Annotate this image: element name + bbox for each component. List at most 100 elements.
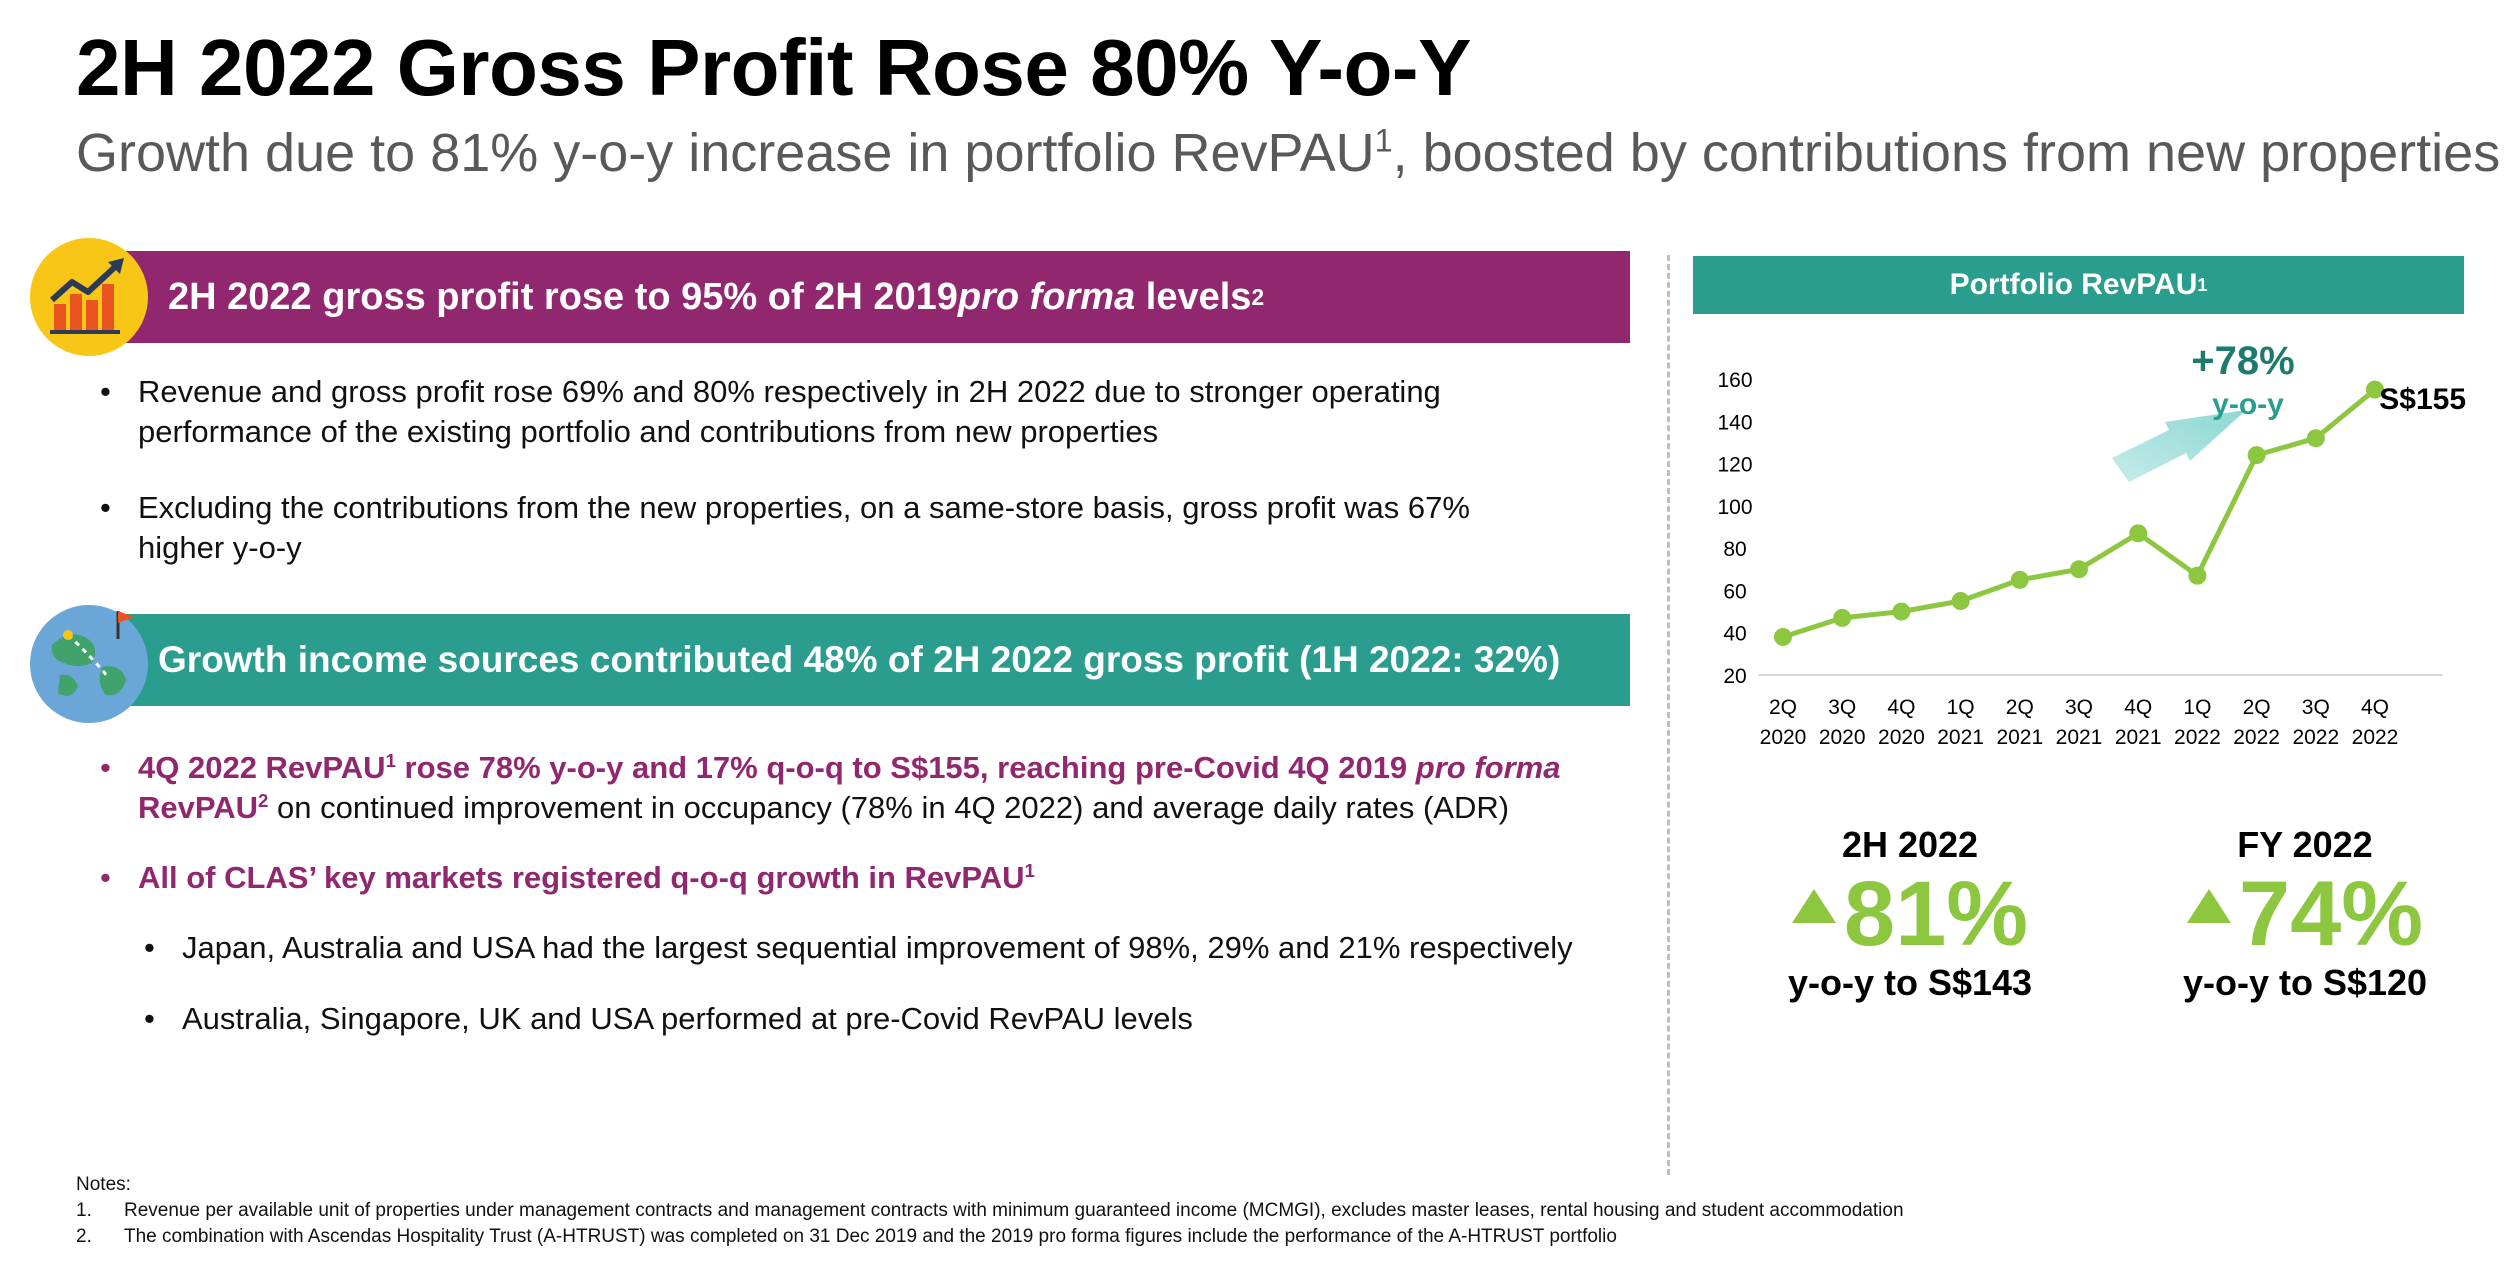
data-point [2070, 560, 2088, 579]
note-number: 1. [76, 1200, 92, 1221]
page-subtitle: Growth due to 81% y-o-y increase in port… [76, 122, 2500, 184]
subtitle-footnote-ref: 1 [1374, 122, 1393, 159]
y-tick-label: 140 [1717, 411, 1752, 434]
note-text: The combination with Ascendas Hospitalit… [124, 1226, 1617, 1247]
up-arrow-icon [2186, 889, 2231, 923]
section1-bullet-1: Revenue and gross profit rose 69% and 80… [96, 372, 1596, 452]
x-tick-label: 2Q [1769, 696, 1797, 719]
section1-bullets: Revenue and gross profit rose 69% and 80… [96, 372, 1596, 568]
footnote-ref: 2 [258, 789, 269, 811]
stat-2h-2022: 2H 2022 81% y-o-y to S$143 [1760, 824, 2060, 1004]
note-text: Revenue per available unit of properties… [124, 1200, 1904, 1221]
y-tick-label: 160 [1717, 369, 1752, 392]
growth-sub-label: y-o-y [2212, 388, 2284, 421]
bullet-bold-text: 4Q 2022 RevPAU [138, 750, 386, 785]
x-tick-label: 2021 [1996, 726, 2043, 749]
data-point [1951, 592, 1970, 610]
y-tick-label: 120 [1717, 454, 1752, 477]
note-number: 2. [76, 1226, 92, 1247]
section2-sub-bullet-2: Australia, Singapore, UK and USA perform… [140, 999, 1193, 1039]
section1-banner-text-a: 2H 2022 gross profit rose to 95% of 2H 2… [168, 275, 958, 318]
data-point [2306, 429, 2325, 448]
x-tick-label: 2020 [1819, 726, 1866, 749]
bullet-text: on continued improvement in occupancy (7… [268, 790, 1510, 825]
x-tick-label: 3Q [2065, 696, 2093, 719]
bullet-line: performance of the existing portfolio an… [138, 414, 1159, 449]
revpau-series [1774, 380, 2384, 646]
footnote-ref: 1 [1024, 859, 1035, 881]
data-point [2129, 524, 2148, 543]
data-point [1774, 627, 1792, 646]
bullet-line: Excluding the contributions from the new… [138, 490, 1470, 525]
x-tick-label: 1Q [1947, 696, 1975, 719]
growth-chart-icon [30, 238, 148, 356]
y-tick-label: 100 [1717, 496, 1752, 519]
bullet-bold-italic: pro forma [1415, 750, 1561, 785]
note-item: 2. The combination with Ascendas Hospital… [76, 1224, 1904, 1250]
stat-period: FY 2022 [2237, 824, 2373, 865]
chart-header-text: Portfolio RevPAU [1949, 268, 2198, 301]
x-axis: 2Q 2020 3Q 2020 4Q 2020 1Q 2021 2Q 2021 3Q 2021 4Q 20… [1760, 696, 2399, 749]
growth-arrow-icon [2112, 410, 2246, 482]
data-point [2247, 446, 2266, 465]
footnote-ref: 1 [385, 749, 396, 771]
bullet-line: Revenue and gross profit rose 69% and 80… [138, 374, 1441, 409]
subtitle-text-b: , boosted by contributions from new prop… [1392, 123, 2501, 183]
note-item: 1. Revenue per available unit of properti… [76, 1198, 1904, 1224]
section2-sub-bullet-1: Japan, Australia and USA had the largest… [140, 928, 1573, 968]
y-tick-label: 40 [1723, 623, 1746, 646]
stat-desc: y-o-y to S$143 [1787, 962, 2033, 1003]
growth-label: +78% [2191, 339, 2294, 383]
notes: Notes: 1. Revenue per available unit of p… [76, 1172, 1904, 1250]
data-point [2010, 570, 2029, 589]
data-point [2366, 380, 2384, 399]
x-tick-label: 2021 [1937, 726, 1984, 749]
x-tick-label: 2022 [2174, 726, 2221, 749]
stat-fy-2022: FY 2022 74% y-o-y to S$120 [2155, 824, 2455, 1004]
y-axis: 20 40 60 80 100 120 140 160 [1717, 369, 1752, 688]
x-tick-label: 2Q [2006, 696, 2034, 719]
section1-banner: 2H 2022 gross profit rose to 95% of 2H 2… [110, 251, 1630, 343]
vertical-divider [1667, 255, 1670, 1175]
x-tick-label: 2020 [1878, 726, 1925, 749]
y-tick-label: 20 [1723, 665, 1746, 688]
section1-bullet-2: Excluding the contributions from the new… [96, 488, 1596, 568]
section1-banner-em: pro forma [957, 275, 1136, 318]
x-tick-label: 3Q [2302, 696, 2330, 719]
section2-banner: Growth income sources contributed 48% of… [110, 614, 1630, 706]
stat-value: 74% [2238, 863, 2424, 965]
x-tick-label: 3Q [1828, 696, 1856, 719]
x-tick-label: 2021 [2115, 726, 2162, 749]
data-point [1833, 608, 1852, 627]
section2-bullet-2: All of CLAS’ key markets registered q-o-… [96, 858, 1656, 898]
x-tick-label: 4Q [1887, 696, 1915, 719]
x-tick-label: 2022 [2292, 726, 2339, 749]
bullet-line: higher y-o-y [138, 530, 302, 565]
notes-heading: Notes: [76, 1174, 131, 1195]
bullet-bold-text: RevPAU [138, 790, 259, 825]
x-tick-label: 2022 [2233, 726, 2280, 749]
bullet-bold-text: rose 78% y-o-y and 17% q-o-q to S$155, r… [395, 750, 1416, 785]
end-value-label: S$155 [2379, 383, 2466, 416]
subtitle-text-a: Growth due to 81% y-o-y increase in port… [76, 123, 1375, 183]
series-line [1782, 387, 2377, 640]
x-tick-label: 4Q [2361, 696, 2389, 719]
x-tick-label: 2Q [2243, 696, 2271, 719]
x-tick-label: 4Q [2124, 696, 2152, 719]
x-tick-label: 2020 [1760, 726, 1807, 749]
up-arrow-icon [1791, 889, 1836, 923]
bullet-bold-text: All of CLAS’ key markets registered q-o-… [138, 860, 1025, 895]
data-point [2188, 566, 2207, 585]
stat-value: 81% [1843, 863, 2029, 965]
stat-value-row: 81% [1760, 866, 2060, 962]
x-tick-label: 2021 [2056, 726, 2103, 749]
section2-bullets: 4Q 2022 RevPAU1 rose 78% y-o-y and 17% q… [96, 748, 1656, 898]
data-point [1892, 602, 1911, 621]
page-title: 2H 2022 Gross Profit Rose 80% Y-o-Y [76, 23, 1471, 112]
y-tick-label: 60 [1723, 580, 1746, 603]
section1-banner-text-b: levels [1135, 275, 1252, 318]
stat-desc: y-o-y to S$120 [2182, 962, 2428, 1003]
chart-header: Portfolio RevPAU 1 [1693, 256, 2464, 314]
stat-period: 2H 2022 [1841, 824, 1979, 865]
y-tick-label: 80 [1723, 538, 1746, 561]
